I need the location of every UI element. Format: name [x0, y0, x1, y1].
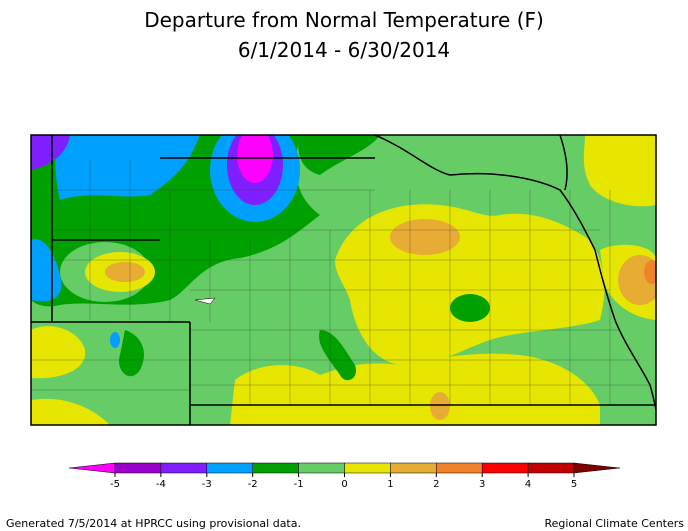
region	[31, 239, 62, 302]
footer-right: Regional Climate Centers	[544, 517, 684, 530]
region	[319, 330, 357, 381]
legend-arrow-low	[69, 462, 116, 474]
legend-tick-label: 5	[571, 479, 577, 490]
footer-left: Generated 7/5/2014 at HPRCC using provis…	[6, 517, 301, 530]
region	[31, 326, 86, 379]
legend-tick-label: -4	[156, 479, 166, 490]
legend-swatch	[390, 462, 437, 474]
legend-swatch	[481, 462, 529, 474]
region	[644, 260, 656, 284]
map-subtitle: 6/1/2014 - 6/30/2014	[238, 38, 450, 62]
legend-swatch	[114, 462, 162, 474]
region	[105, 262, 145, 282]
legend-swatch	[344, 462, 391, 474]
legend-tick-label: 2	[433, 479, 439, 490]
map	[31, 135, 656, 425]
region	[31, 135, 70, 170]
region	[450, 294, 490, 322]
legend-swatch	[160, 462, 208, 474]
legend-swatch	[298, 462, 345, 474]
legend-tick-label: -3	[202, 479, 212, 490]
region	[230, 353, 600, 425]
color-legend: -5 -4 -3 -2 -1 0 1 2 3 4 5	[69, 462, 620, 490]
region	[55, 135, 200, 200]
legend-tick-label: -5	[110, 479, 120, 490]
region	[430, 392, 450, 420]
region	[31, 398, 110, 425]
region	[583, 135, 656, 207]
legend-tick-label: 4	[525, 479, 531, 490]
legend-tick-label: -1	[294, 479, 304, 490]
region	[119, 330, 145, 377]
legend-tick-label: 0	[341, 479, 347, 490]
legend-tick-label: 1	[387, 479, 393, 490]
region	[390, 219, 460, 255]
region	[110, 332, 120, 348]
legend-tick-label: 3	[479, 479, 485, 490]
legend-swatch	[436, 462, 483, 474]
legend-swatch	[252, 462, 299, 474]
legend-tick-label: -2	[248, 479, 258, 490]
map-title: Departure from Normal Temperature (F)	[144, 8, 544, 32]
legend-swatch	[206, 462, 253, 474]
legend-swatch	[527, 462, 575, 474]
legend-arrow-high	[573, 462, 620, 474]
region	[237, 135, 273, 183]
state-borders	[30, 134, 657, 426]
region	[298, 135, 380, 175]
